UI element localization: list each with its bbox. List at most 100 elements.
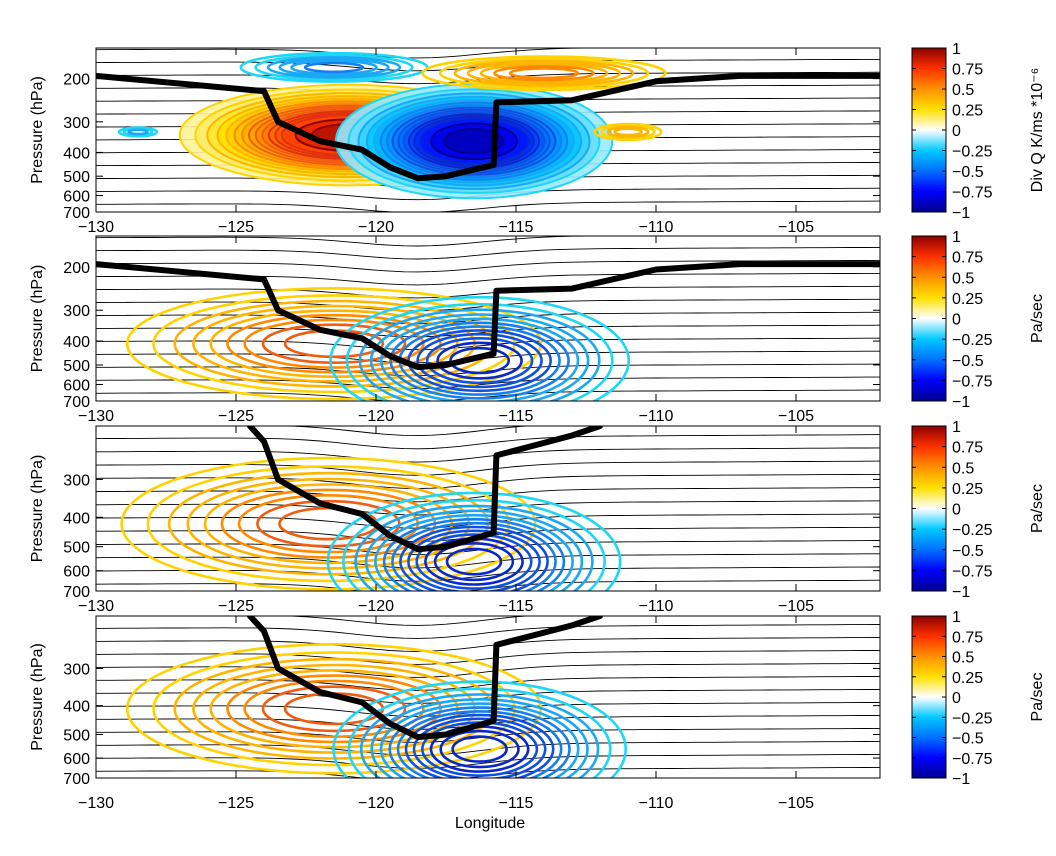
plot-frame [95,235,881,402]
colorbar: 1 0.75 0.5 0.25 0 −0.25 −0.5 −0.75 −1 Pa/sec [911,229,1046,411]
contour-level [374,513,574,591]
panel-1-plot-area [96,34,880,212]
y-tick-label: 700 [63,205,90,222]
contour-level [445,547,503,576]
contour-level [261,685,407,733]
panel-2-plot-area [96,236,880,401]
colorbar-label: Pa/sec [1029,484,1046,533]
colorbar-tick-label: 1 [952,419,961,436]
contour-level [433,541,515,582]
tropopause-line [247,616,603,741]
contour-level [404,713,555,778]
colorbar-tick-label: −0.75 [952,185,993,202]
colorbar-bar [911,47,947,213]
y-tick-label: 400 [63,334,90,351]
x-axis-label: Longitude [455,815,525,832]
isentrope-line [96,599,880,613]
colorbar-tick-label: 0.25 [952,291,983,308]
plot-frame [95,615,881,779]
isentrope-line [96,637,880,652]
y-tick-label: 200 [63,72,90,89]
tropopause-line [96,261,880,371]
colorbar-label: Div Q K/ms *10⁻⁶ [1029,68,1046,192]
contour-level [120,456,537,591]
isentrope-line [96,540,880,556]
isentrope-line [96,236,622,247]
negative-contour-feature [117,126,159,138]
y-tick-label: 300 [63,303,90,320]
x-tick-label: −120 [358,219,394,236]
colorbar-tick-label: 0.25 [952,670,983,687]
y-tick-label: 600 [63,751,90,768]
colorbar-tick-label: 0.75 [952,440,983,457]
contour-level [466,61,622,85]
contour-level [379,317,580,401]
y-tick-label: 300 [63,115,90,132]
colorbar-tick-label: −0.5 [952,164,984,181]
y-axis-label: Pressure (hPa) [29,455,46,563]
y-tick-label: 500 [63,727,90,744]
x-tick-label: −120 [358,795,394,812]
x-tick-label: −125 [218,408,254,425]
contour-level [290,59,378,76]
x-tick-label: −105 [778,219,814,236]
colorbar-bar [911,615,947,779]
colorbar-tick-label: 0.75 [952,250,983,267]
colorbar-tick-label: 0.5 [952,82,974,99]
isentrope-line [96,780,880,794]
colorbar-tick-label: 0.5 [952,650,974,667]
colorbar-tick-label: −1 [952,584,970,601]
isentrope-line [96,408,880,422]
contour-level [421,55,667,92]
contour-level [370,698,589,778]
x-tick-label: −105 [778,795,814,812]
colorbar: 1 0.75 0.5 0.25 0 −0.25 −0.5 −0.75 −1 Pa/sec [911,609,1046,788]
contour-level [425,337,534,385]
x-tick-label: −105 [778,408,814,425]
contour-level [254,54,414,81]
isentrope-line [96,740,880,756]
negative-contour-feature [334,83,614,200]
x-tick-label: −110 [639,795,674,812]
isentrope-line [96,460,880,476]
x-tick-label: −115 [499,795,534,812]
colorbar: 1 0.75 0.5 0.25 0 −0.25 −0.5 −0.75 −1 Div Q K/ms … [911,41,1046,222]
contour-level [407,529,541,591]
contour-level [329,295,630,401]
contour-level [243,679,425,738]
isentrope-line [96,594,880,608]
isentrope-line [279,426,533,437]
colorbar-tick-label: 0 [952,312,961,329]
colorbar-tick-label: −1 [952,771,970,788]
isentrope-line [96,48,622,59]
contour-level [493,65,595,82]
contour-level [382,518,566,591]
contour-level [439,729,520,769]
contour-level [389,321,570,400]
isentrope-line [96,447,880,463]
colorbar-tick-label: −1 [952,394,970,411]
y-tick-label: 400 [63,699,90,716]
colorbar-tick-label: 0 [952,123,961,140]
contour-level [326,491,622,591]
x-tick-label: −105 [778,598,814,615]
contour-level [412,717,547,778]
plot-frame [95,425,881,592]
positive-contour-feature [421,55,667,92]
colorbar-tick-label: 0.75 [952,62,983,79]
y-tick-label: 700 [63,394,90,411]
contour-level [278,57,390,78]
colorbar-tick-label: 0 [952,502,961,519]
colorbar-tick-label: −0.25 [952,144,993,161]
isentrope-line [96,624,880,639]
x-tick-label: −110 [639,408,674,425]
colorbar-bar [911,425,947,592]
colorbar-tick-label: −0.25 [952,710,993,727]
isentrope-line [96,34,880,46]
colorbar-tick-label: 0.5 [952,460,974,477]
contour-level [399,525,549,591]
x-tick-label: −110 [639,598,674,615]
isentrope-line [96,246,880,260]
contour-level [243,318,425,369]
